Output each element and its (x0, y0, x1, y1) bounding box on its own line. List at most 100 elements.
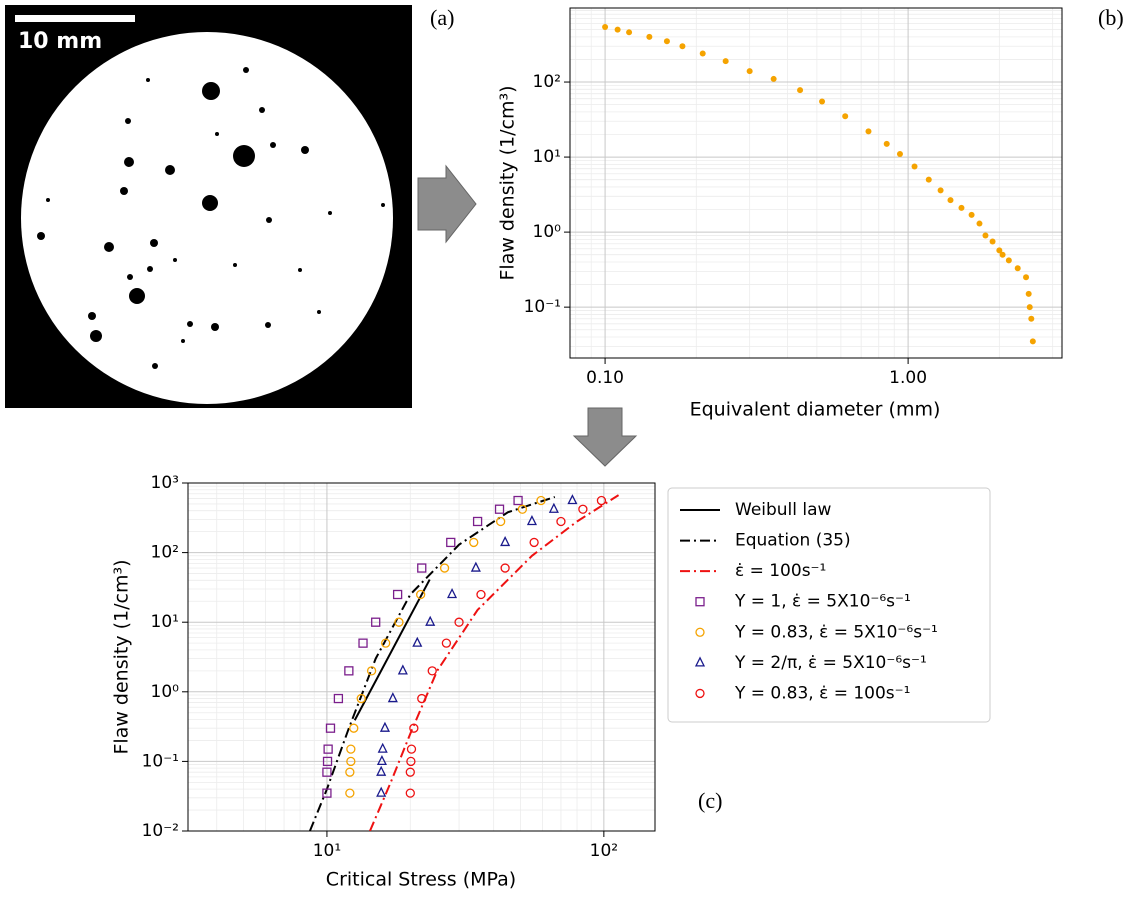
panel-label: (c) (698, 788, 722, 813)
legend-marker (695, 688, 705, 699)
legend-label: Y = 0.83, ε̇ = 100s⁻¹ (734, 683, 910, 703)
y-tick-label: 10⁻¹ (524, 297, 561, 317)
marker (517, 504, 528, 514)
marker (472, 516, 483, 527)
marker (409, 723, 419, 733)
marker (548, 502, 559, 513)
marker (394, 617, 404, 627)
marker (1026, 304, 1033, 311)
marker (958, 204, 965, 211)
marker (427, 666, 437, 676)
marker (381, 638, 391, 648)
marker (344, 666, 354, 676)
marker (476, 589, 486, 600)
marker (536, 495, 546, 506)
panel-label: (a) (430, 5, 454, 30)
legend-label: ε̇ = 100s⁻¹ (735, 561, 826, 581)
marker (911, 163, 918, 170)
arrow (417, 164, 477, 244)
marker (439, 563, 450, 573)
arrow (572, 407, 638, 467)
marker (469, 537, 479, 548)
legend-marker (695, 597, 705, 607)
marker (417, 563, 427, 573)
marker (345, 788, 355, 798)
marker (496, 516, 506, 527)
marker (819, 98, 826, 105)
marker (446, 588, 458, 599)
marker (470, 561, 481, 572)
marker (1028, 315, 1035, 322)
marker (500, 535, 511, 547)
legend-marker (695, 627, 705, 637)
marker (376, 765, 387, 776)
marker (379, 721, 391, 732)
marker (322, 767, 332, 777)
marker (746, 68, 753, 75)
marker (405, 767, 415, 777)
marker (1023, 274, 1030, 281)
line (353, 579, 431, 721)
marker (425, 615, 436, 626)
y-tick-label: 10⁰ (533, 222, 562, 242)
y-axis-label: Flaw density (1/cm³) (497, 85, 519, 280)
marker (387, 692, 398, 703)
y-tick-label: 10⁰ (151, 682, 180, 702)
legend-marker (694, 656, 706, 667)
marker (376, 786, 387, 797)
marker (513, 495, 523, 506)
marker (500, 563, 510, 573)
marker (346, 744, 356, 754)
marker (446, 537, 456, 548)
marker (349, 723, 359, 733)
marker (346, 756, 356, 767)
marker (1005, 257, 1012, 264)
marker (797, 87, 804, 94)
legend-label: Y = 1, ε̇ = 5X10⁻⁶s⁻¹ (734, 592, 911, 612)
marker (325, 723, 336, 733)
marker (865, 128, 872, 135)
panel-a-image (5, 5, 412, 408)
marker (416, 589, 426, 600)
marker (896, 150, 903, 157)
marker (454, 617, 464, 627)
marker (722, 58, 729, 65)
marker (663, 38, 670, 45)
marker (626, 29, 633, 36)
marker (371, 617, 381, 627)
marker (392, 589, 403, 600)
marker (494, 504, 505, 514)
marker (770, 75, 777, 82)
x-axis-label: Critical Stress (MPa) (326, 869, 516, 891)
marker (358, 638, 368, 648)
marker (947, 197, 954, 204)
marker (417, 693, 427, 704)
y-tick-label: 10³ (151, 473, 179, 493)
marker (397, 664, 408, 675)
marker (614, 26, 621, 33)
marker (556, 516, 566, 527)
legend-label: Equation (35) (735, 531, 851, 551)
legend-box (667, 487, 991, 723)
y-tick-label: 10⁻¹ (142, 751, 179, 771)
scale-bar-label: 10 mm (18, 29, 102, 54)
marker (989, 238, 996, 245)
x-axis-label: Equivalent diameter (mm) (690, 399, 941, 421)
y-axis-label: Flaw density (1/cm³) (111, 559, 133, 754)
legend-label: Weibull law (735, 500, 832, 520)
marker (322, 788, 332, 798)
marker (883, 140, 890, 147)
marker (976, 220, 983, 227)
line (308, 496, 556, 831)
marker (699, 50, 706, 57)
marker (596, 495, 607, 506)
marker (937, 187, 944, 194)
marker (405, 788, 415, 798)
y-tick-label: 10² (533, 72, 561, 92)
marker (333, 693, 344, 704)
x-tick-label: 10¹ (313, 841, 341, 861)
plot-frame (569, 7, 1063, 359)
marker (842, 113, 849, 120)
plot-frame (187, 482, 656, 832)
